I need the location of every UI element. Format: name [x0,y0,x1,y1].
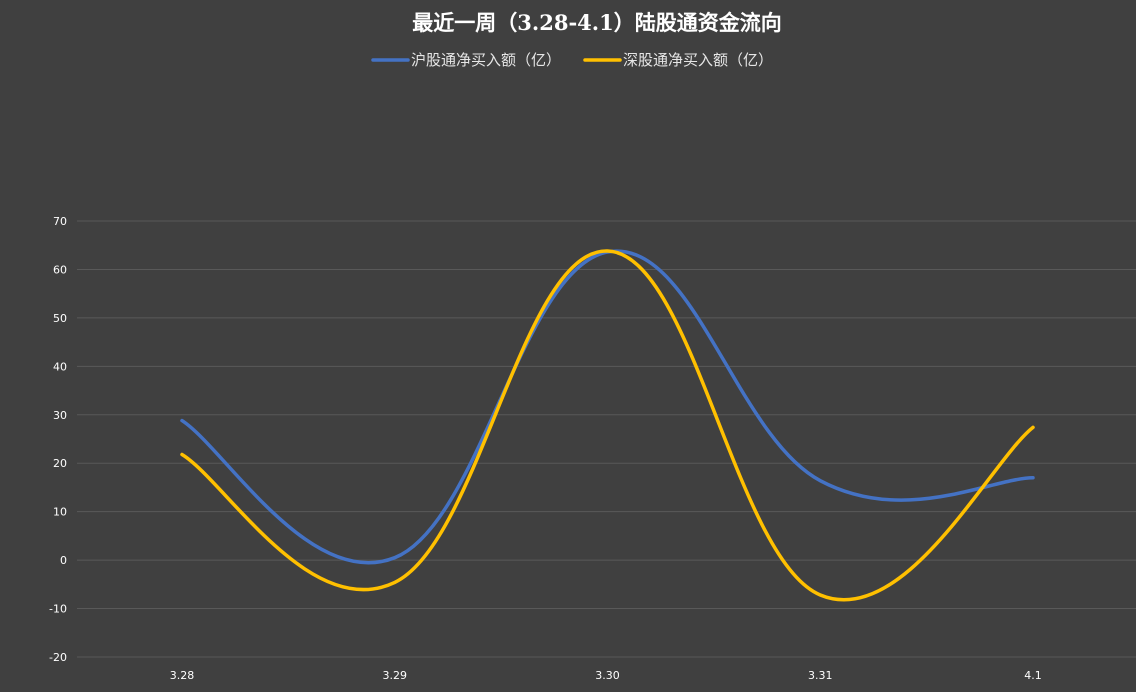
legend-label-sh: 沪股通净买入额（亿） [411,51,561,69]
x-tick-label: 3.30 [595,669,620,682]
y-tick-label: 20 [53,457,67,470]
gridlines [77,220,1136,658]
x-axis-tick-labels: 3.28 3.29 3.30 3.31 4.1 [170,669,1042,682]
legend: 沪股通净买入额（亿） 深股通净买入额（亿） [371,51,773,69]
y-tick-label: 40 [53,360,67,373]
x-tick-label: 3.28 [170,669,195,682]
series-lines [180,249,1035,602]
y-tick-label: -20 [49,651,67,664]
y-tick-label: -10 [49,603,67,616]
y-tick-label: 70 [53,215,67,228]
legend-item-sz: 深股通净买入额（亿） [583,51,773,69]
legend-item-sh: 沪股通净买入额（亿） [371,51,561,69]
y-tick-label: 10 [53,506,67,519]
x-tick-label: 3.31 [808,669,833,682]
legend-label-sz: 深股通净买入额（亿） [623,51,773,69]
y-tick-label: 30 [53,409,67,422]
chart-title: 最近一周（3.28-4.1）陆股通资金流向 [412,10,781,35]
series-line-sz [180,249,1035,602]
series-line-sh [180,249,1035,565]
y-tick-label: 0 [60,554,67,567]
y-tick-label: 60 [53,263,67,276]
x-tick-label: 4.1 [1024,669,1042,682]
x-tick-label: 3.29 [383,669,408,682]
y-tick-label: 50 [53,312,67,325]
y-axis-tick-labels: 70 60 50 40 30 20 10 0 -10 -20 [49,215,67,664]
